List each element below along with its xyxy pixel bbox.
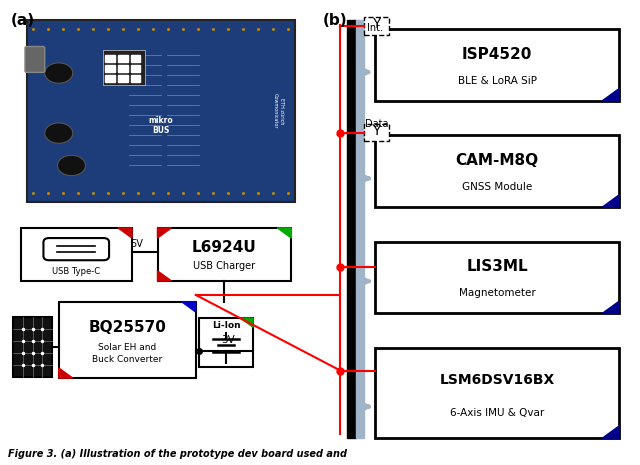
Bar: [376, 29, 619, 101]
Bar: [105, 54, 115, 62]
Polygon shape: [602, 89, 619, 101]
Polygon shape: [182, 302, 196, 312]
Circle shape: [45, 63, 73, 83]
FancyBboxPatch shape: [25, 46, 45, 73]
Bar: [105, 65, 115, 72]
Polygon shape: [602, 195, 619, 207]
Text: Data: Data: [365, 119, 388, 129]
Bar: [376, 348, 619, 438]
Text: BQ25570: BQ25570: [88, 320, 166, 335]
Text: (a): (a): [11, 13, 35, 28]
Bar: [118, 65, 127, 72]
Bar: [131, 75, 140, 82]
Text: 6-Axis IMU & Qvar: 6-Axis IMU & Qvar: [450, 408, 544, 418]
Bar: [131, 54, 140, 62]
Bar: [13, 317, 52, 377]
Text: Int.: Int.: [367, 23, 383, 33]
Bar: [364, 124, 390, 141]
Polygon shape: [59, 368, 73, 378]
Text: LSM6DSV16BX: LSM6DSV16BX: [440, 372, 555, 386]
Polygon shape: [602, 301, 619, 313]
Polygon shape: [157, 271, 172, 281]
Bar: [157, 228, 291, 281]
Text: Figure 3. (a) Illustration of the prototype dev board used and: Figure 3. (a) Illustration of the protot…: [8, 449, 347, 459]
Bar: [103, 50, 145, 85]
Text: BLE & LoRA SiP: BLE & LoRA SiP: [458, 76, 537, 86]
Circle shape: [58, 155, 86, 176]
Text: L6924U: L6924U: [192, 240, 257, 255]
Polygon shape: [157, 228, 172, 238]
FancyBboxPatch shape: [44, 238, 109, 260]
Text: (b): (b): [323, 13, 348, 28]
Text: ISP4520: ISP4520: [462, 46, 532, 62]
Bar: [20, 228, 132, 281]
Text: Solar EH and
Buck Converter: Solar EH and Buck Converter: [92, 343, 163, 364]
Bar: [376, 242, 619, 313]
Text: Magnetometer: Magnetometer: [459, 288, 536, 299]
Bar: [118, 75, 127, 82]
Text: 3V: 3V: [221, 335, 235, 345]
Circle shape: [45, 123, 73, 143]
Text: LIS3ML: LIS3ML: [467, 259, 528, 274]
Text: CAM-M8Q: CAM-M8Q: [456, 153, 539, 168]
Text: USB Charger: USB Charger: [193, 261, 255, 271]
Bar: [131, 65, 140, 72]
Bar: [118, 54, 127, 62]
Text: GNSS Module: GNSS Module: [462, 182, 532, 192]
Bar: [356, 20, 364, 438]
Bar: [27, 20, 294, 202]
Text: Y: Y: [372, 18, 381, 32]
Text: mikro
BUS: mikro BUS: [148, 116, 173, 135]
Polygon shape: [118, 228, 132, 238]
Polygon shape: [241, 318, 253, 327]
Bar: [105, 75, 115, 82]
Bar: [348, 20, 356, 438]
Text: Y: Y: [372, 124, 381, 138]
Text: 5V: 5V: [131, 239, 143, 249]
Bar: [59, 302, 196, 378]
Polygon shape: [277, 228, 291, 238]
Bar: [364, 17, 390, 35]
Bar: [199, 318, 253, 366]
Text: Li-Ion: Li-Ion: [212, 321, 241, 330]
Polygon shape: [602, 426, 619, 438]
Bar: [376, 135, 619, 207]
Text: ETH zürich
Cowmonicator: ETH zürich Cowmonicator: [273, 93, 284, 129]
Text: USB Type-C: USB Type-C: [52, 267, 100, 277]
